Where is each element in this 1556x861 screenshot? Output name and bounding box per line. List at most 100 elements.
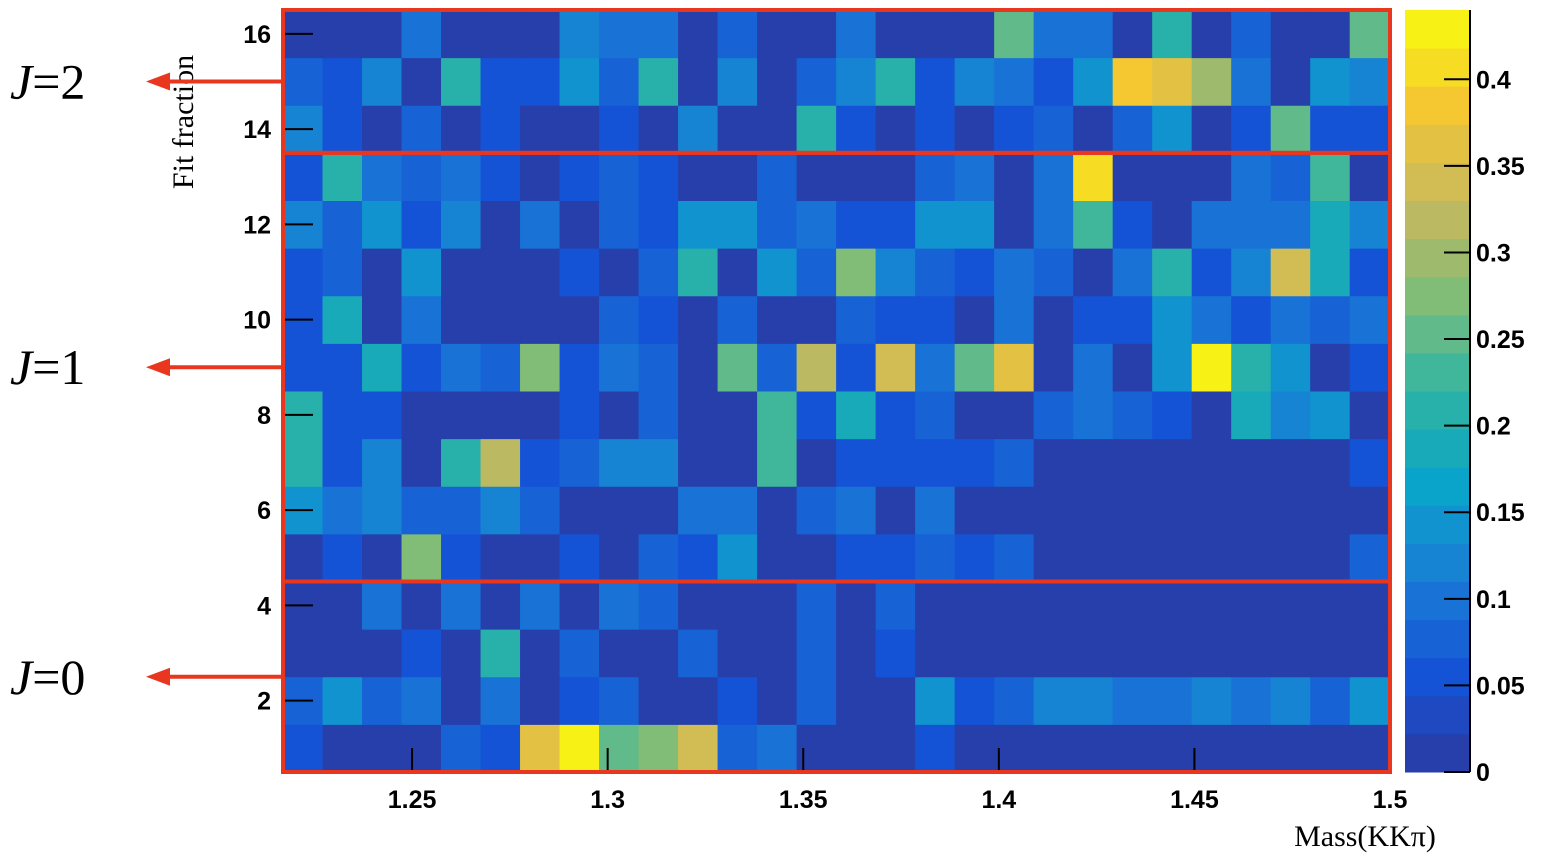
- heat-cell: [796, 10, 837, 59]
- heat-cell: [480, 629, 521, 678]
- y-tick-label: 10: [243, 307, 271, 335]
- heat-cell: [441, 152, 482, 201]
- heat-cell: [1231, 486, 1272, 535]
- x-tick-label: 1.3: [590, 786, 625, 814]
- heat-cell: [520, 391, 561, 440]
- heat-cell: [520, 438, 561, 487]
- heat-cell: [1231, 581, 1272, 630]
- heat-cell: [1152, 391, 1193, 440]
- heat-cell: [1073, 10, 1114, 59]
- heat-cell: [599, 438, 640, 487]
- heat-cell: [757, 10, 798, 59]
- heat-cell: [599, 105, 640, 154]
- heat-cell: [875, 105, 916, 154]
- heat-cell: [1152, 629, 1193, 678]
- x-tick-label: 1.35: [779, 786, 828, 814]
- heat-cell: [283, 57, 324, 106]
- heat-cell: [559, 152, 600, 201]
- heat-cell: [1191, 724, 1232, 773]
- heat-cell: [599, 676, 640, 725]
- heat-cell: [1349, 391, 1391, 440]
- heat-cell: [480, 248, 521, 297]
- heat-cell: [480, 343, 521, 392]
- heat-cell: [480, 57, 521, 106]
- heat-cell: [1310, 629, 1351, 678]
- heat-cell: [678, 438, 719, 487]
- heat-cell: [1270, 676, 1311, 725]
- heat-cell: [1310, 343, 1351, 392]
- colorbar-level: [1405, 352, 1470, 392]
- heat-cell: [1152, 200, 1193, 249]
- heat-cell: [599, 295, 640, 344]
- heat-cell: [520, 581, 561, 630]
- heat-cell: [954, 438, 995, 487]
- heat-cell: [678, 152, 719, 201]
- x-axis-title: Mass(KKπ): [1294, 820, 1436, 853]
- heat-cell: [1310, 533, 1351, 582]
- heat-cell: [796, 248, 837, 297]
- heat-cell: [1152, 248, 1193, 297]
- colorbar-tick-label: 0.1: [1476, 586, 1511, 614]
- heat-cell: [441, 724, 482, 773]
- heat-cell: [796, 295, 837, 344]
- heat-cell: [599, 629, 640, 678]
- heat-cell: [875, 581, 916, 630]
- heat-cell: [1033, 486, 1074, 535]
- heat-cell: [480, 486, 521, 535]
- heat-cell: [1152, 295, 1193, 344]
- heat-cell: [796, 343, 837, 392]
- heat-cell: [322, 248, 363, 297]
- heat-cell: [520, 10, 561, 59]
- heat-cell: [796, 676, 837, 725]
- heat-cell: [796, 391, 837, 440]
- heat-cell: [796, 438, 837, 487]
- heat-cell: [1310, 486, 1351, 535]
- arrow-head: [146, 358, 170, 377]
- heat-cell: [1270, 105, 1311, 154]
- heat-cell: [1073, 581, 1114, 630]
- region-text: =2: [32, 53, 85, 109]
- heat-cell: [559, 57, 600, 106]
- heat-cell: [638, 295, 679, 344]
- heat-cell: [875, 724, 916, 773]
- heat-cell: [994, 200, 1035, 249]
- heat-cell: [954, 152, 995, 201]
- heat-cell: [678, 200, 719, 249]
- heat-cell: [1152, 724, 1193, 773]
- heat-cell: [1231, 200, 1272, 249]
- y-tick-label: 4: [257, 592, 271, 620]
- heat-cell: [836, 676, 877, 725]
- colorbar-level: [1405, 162, 1470, 201]
- heat-cell: [1310, 57, 1351, 106]
- heat-cell: [322, 343, 363, 392]
- heat-cell: [1112, 105, 1153, 154]
- heat-cell: [1231, 438, 1272, 487]
- heat-cell: [1270, 57, 1311, 106]
- heat-cell: [1033, 57, 1074, 106]
- heat-cell: [322, 724, 363, 773]
- heat-cell: [441, 676, 482, 725]
- heat-cell: [678, 57, 719, 106]
- heat-cell: [1073, 533, 1114, 582]
- heat-cell: [915, 200, 956, 249]
- heat-cell: [678, 486, 719, 535]
- heat-cell: [480, 581, 521, 630]
- y-axis-title: Fit fraction: [167, 55, 200, 189]
- heat-cell: [717, 200, 758, 249]
- heat-cell: [1152, 105, 1193, 154]
- heat-cell: [1152, 57, 1193, 106]
- heat-cell: [599, 724, 640, 773]
- heat-cell: [362, 152, 403, 201]
- heat-cell: [559, 724, 600, 773]
- heat-cell: [994, 486, 1035, 535]
- heat-cell: [875, 676, 916, 725]
- heat-cell: [875, 533, 916, 582]
- heat-cell: [1112, 438, 1153, 487]
- heat-cell: [401, 105, 442, 154]
- heat-cell: [283, 438, 324, 487]
- heat-cell: [362, 581, 403, 630]
- heat-cell: [638, 391, 679, 440]
- colorbar-tick-label: 0.25: [1476, 326, 1525, 354]
